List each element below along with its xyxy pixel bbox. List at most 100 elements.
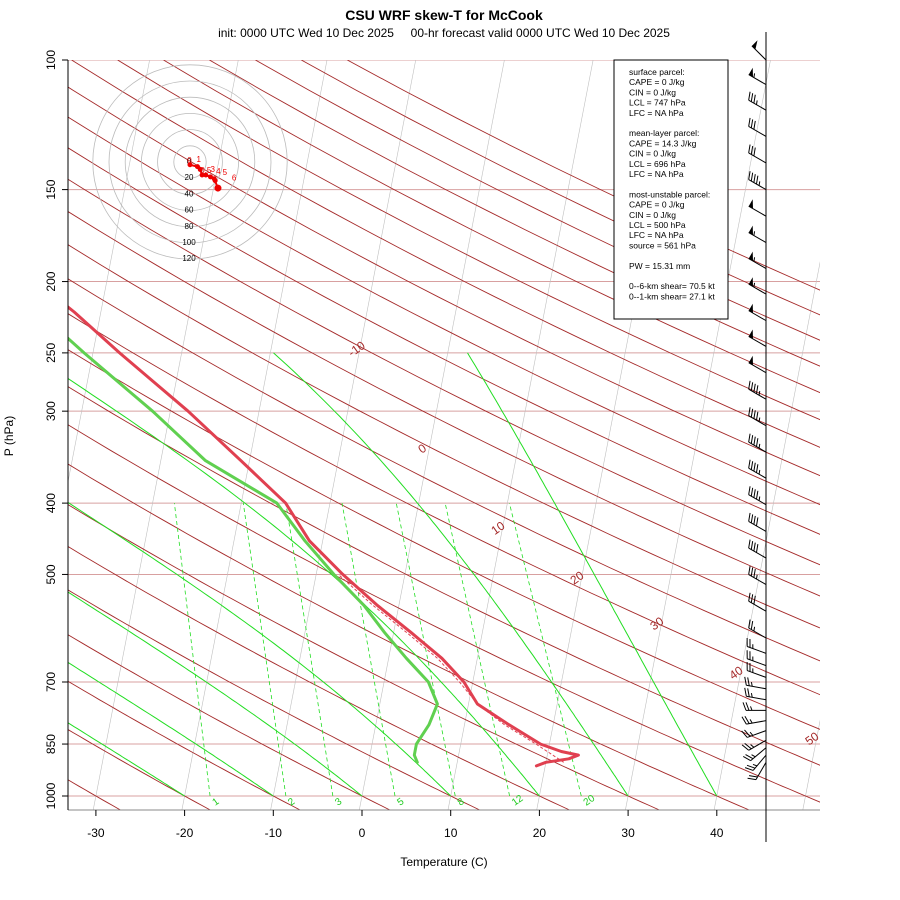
wind-barb-staff <box>748 74 767 86</box>
wind-barb-staff <box>746 684 767 690</box>
wind-barb-flag <box>753 147 756 157</box>
stats-line: surface parcel: <box>629 67 685 77</box>
wind-barb-flag <box>748 775 758 778</box>
wind-barb-staff <box>748 441 767 453</box>
x-tick-label: -30 <box>87 826 105 840</box>
hodograph-ring-label: 40 <box>185 189 194 198</box>
wind-barb <box>741 739 767 751</box>
wind-barb-flag <box>755 438 759 447</box>
hodograph-ring-label: 100 <box>182 238 196 247</box>
wind-barb-half-flag <box>750 706 753 711</box>
wind-barb <box>742 702 766 711</box>
wind-barb-pennant <box>748 225 753 235</box>
stats-line: LFC = NA hPa <box>629 169 684 179</box>
wind-barb-flag <box>747 777 757 781</box>
isotherm-lines <box>68 60 820 810</box>
wind-barb <box>748 592 767 612</box>
dry-adiabat-line <box>68 244 820 629</box>
hodograph-point <box>187 162 193 168</box>
wind-barb-half-flag <box>752 763 758 767</box>
wind-barb <box>748 407 767 427</box>
wind-barb <box>744 754 767 771</box>
wind-barb-flag <box>744 729 751 737</box>
wind-barb-flag <box>748 91 751 101</box>
dry-adiabat-line <box>71 60 820 448</box>
wind-barb-flag <box>750 119 754 128</box>
wind-barbs <box>741 40 767 781</box>
wind-barb-flag <box>755 544 759 553</box>
wind-barb-flag <box>744 715 750 724</box>
wind-barb-half-flag <box>753 282 756 288</box>
y-axis-label: P (hPa) <box>2 416 16 456</box>
wind-barb-flag <box>753 515 756 525</box>
wind-barb-staff <box>747 730 767 738</box>
wind-barb-pennant <box>748 277 753 287</box>
hodograph-height-label: 3 <box>210 165 215 174</box>
mixing-ratio-line <box>341 503 396 797</box>
dry-adiabat-line <box>68 313 820 696</box>
hodograph-ring-label: 0 <box>187 157 192 166</box>
wind-barb-staff <box>748 179 767 191</box>
wind-barb-flag <box>750 514 754 523</box>
mixing-ratio-label: 12 <box>510 793 526 809</box>
mixing-ratio-lines <box>173 503 582 797</box>
stats-line: CAPE = 0 J/kg <box>629 200 685 210</box>
wind-barb-flag <box>748 565 751 575</box>
wind-barb-flag <box>753 595 756 605</box>
wind-barb-staff <box>748 574 767 585</box>
isotherm-label: 20 <box>568 568 587 587</box>
wind-barb-staff <box>748 152 767 164</box>
wind-barb-staff <box>747 658 767 667</box>
wind-barb-flag <box>753 462 756 472</box>
wind-barb-pennant <box>748 329 753 339</box>
stats-line: CIN = 0 J/kg <box>629 149 676 159</box>
isotherm-label: 30 <box>647 614 666 633</box>
isotherm-line <box>625 60 771 810</box>
y-tick-label: 850 <box>44 734 58 754</box>
dry-adiabat-lines <box>68 60 820 810</box>
dry-adiabat-line <box>255 60 820 341</box>
wind-barb-flag <box>753 94 756 104</box>
wind-barb <box>748 459 767 479</box>
wind-barb-flag <box>750 382 754 391</box>
wind-barb <box>744 676 767 690</box>
wind-barb-staff <box>748 258 767 269</box>
wind-barb-flag <box>745 702 750 711</box>
y-tick-label: 250 <box>44 343 58 363</box>
wind-barb-half-flag <box>758 417 761 422</box>
hodograph-height-label: 6 <box>232 174 237 183</box>
wind-barb <box>748 619 767 639</box>
hodograph-ring <box>157 129 223 195</box>
wind-barb <box>748 433 767 453</box>
wind-barb-staff <box>750 747 767 762</box>
mixing-ratio-line <box>173 503 211 797</box>
mixing-ratio-line <box>285 503 334 797</box>
wind-barb-flag <box>750 172 754 182</box>
mixing-ratio-line <box>395 503 456 797</box>
wind-barb <box>748 277 767 295</box>
wind-barb-flag <box>748 486 751 495</box>
wind-barb-half-flag <box>750 744 755 748</box>
mixing-ratio-label: 20 <box>582 793 598 809</box>
wind-barb-pennant <box>748 355 753 366</box>
wind-barb-flag <box>744 767 754 771</box>
stats-line: 0--6-km shear= 70.5 kt <box>629 281 715 291</box>
hodograph-height-label: 1 <box>197 155 202 164</box>
dry-adiabat-line <box>209 60 820 367</box>
wind-barb <box>748 512 767 532</box>
mixing-ratio-line <box>509 503 582 797</box>
stats-line: most-unstable parcel: <box>629 189 710 199</box>
wind-barb-half-flag <box>753 257 756 262</box>
wind-barb <box>751 40 767 61</box>
wind-barb-staff <box>752 754 767 771</box>
moist-adiabat-line <box>68 501 452 797</box>
hodograph-height-label: 0 <box>187 156 192 165</box>
wind-barb-half-flag <box>753 231 756 236</box>
wind-barb-staff <box>747 670 767 678</box>
wind-barb-flag <box>755 411 759 421</box>
dry-adiabat-line <box>68 504 661 810</box>
wind-barb <box>748 380 767 400</box>
isotherm-line <box>447 60 594 810</box>
wind-barb-flag <box>755 385 759 394</box>
dry-adiabat-line <box>68 147 820 535</box>
